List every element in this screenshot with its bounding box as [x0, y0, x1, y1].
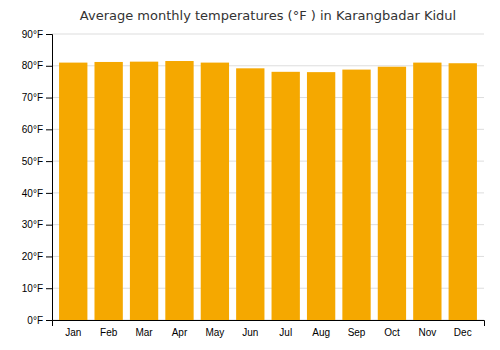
x-tick-label: Oct — [384, 327, 400, 338]
x-tick: Oct — [384, 327, 400, 338]
x-axis: Jan Feb Mar Apr May Jun Jul Aug Sep Oct Nov Dec — [53, 321, 485, 339]
y-tick-mark — [46, 98, 52, 99]
bar — [59, 63, 87, 320]
y-axis-line — [46, 35, 53, 321]
x-tick-label: Jul — [279, 327, 292, 338]
y-axis: 0°F 10°F 20°F 30°F 40°F 50°F 60°F 70°F 80°F 90°F — [22, 29, 53, 326]
x-axis-line — [53, 321, 485, 327]
bar — [94, 62, 122, 320]
grid — [52, 34, 484, 320]
x-tick-label: Aug — [312, 327, 330, 338]
y-tick-label: 40°F — [22, 188, 43, 199]
x-tick: Dec — [454, 327, 472, 338]
y-tick: 70°F — [22, 92, 52, 103]
bar — [165, 61, 193, 320]
x-tick: Sep — [348, 327, 366, 338]
y-tick-label: 0°F — [27, 315, 43, 326]
y-tick-label: 10°F — [22, 283, 43, 294]
y-tick: 30°F — [22, 219, 52, 230]
y-tick: 40°F — [22, 188, 52, 199]
bar — [342, 70, 370, 320]
bar — [378, 67, 406, 320]
y-tick: 60°F — [22, 124, 52, 135]
grid-line — [52, 34, 484, 35]
x-tick: Apr — [172, 327, 188, 338]
bar — [449, 63, 477, 320]
y-tick: 50°F — [22, 156, 52, 167]
x-tick-label: Jun — [242, 327, 258, 338]
x-tick-label: Jan — [65, 327, 81, 338]
bar — [272, 72, 300, 320]
y-tick: 10°F — [22, 283, 52, 294]
y-tick-mark — [46, 66, 52, 67]
x-tick-label: Nov — [418, 327, 436, 338]
y-tick-mark — [46, 161, 52, 162]
x-tick-label: May — [205, 327, 224, 338]
y-tick-mark — [46, 129, 52, 130]
x-tick-label: Feb — [100, 327, 118, 338]
x-tick: Jul — [279, 327, 292, 338]
x-tick-label: Sep — [348, 327, 366, 338]
x-tick: Jan — [65, 327, 81, 338]
chart: 0°F 10°F 20°F 30°F 40°F 50°F 60°F 70°F 80°F 90°F J… — [0, 0, 500, 350]
bar — [201, 63, 229, 320]
y-tick: 0°F — [27, 315, 52, 326]
y-tick-mark — [46, 256, 52, 257]
x-tick-label: Apr — [172, 327, 188, 338]
y-tick-label: 80°F — [22, 60, 43, 71]
bar — [307, 72, 335, 320]
y-tick-label: 20°F — [22, 251, 43, 262]
x-tick: May — [205, 327, 224, 338]
y-tick-mark — [46, 320, 52, 321]
x-tick: Mar — [135, 327, 153, 338]
y-tick-label: 50°F — [22, 156, 43, 167]
y-tick-label: 60°F — [22, 124, 43, 135]
y-tick: 80°F — [22, 60, 52, 71]
x-tick: Aug — [312, 327, 330, 338]
y-tick-mark — [46, 193, 52, 194]
y-tick-label: 90°F — [22, 29, 43, 40]
plot: 0°F 10°F 20°F 30°F 40°F 50°F 60°F 70°F 80°F 90°F J… — [22, 29, 485, 338]
y-tick-mark — [46, 34, 52, 35]
x-tick: Feb — [100, 327, 118, 338]
bar — [236, 68, 264, 320]
y-tick-label: 70°F — [22, 92, 43, 103]
x-tick: Nov — [418, 327, 436, 338]
y-tick: 90°F — [22, 29, 52, 40]
y-tick-label: 30°F — [22, 219, 43, 230]
x-tick-label: Dec — [454, 327, 472, 338]
bar — [413, 63, 441, 320]
x-tick-label: Mar — [135, 327, 153, 338]
y-tick-mark — [46, 225, 52, 226]
bars — [59, 61, 477, 320]
y-tick-mark — [46, 288, 52, 289]
bar — [130, 62, 158, 320]
x-tick: Jun — [242, 327, 258, 338]
title: Average monthly temperatures (°F ) in Ka… — [80, 8, 456, 23]
y-tick: 20°F — [22, 251, 52, 262]
